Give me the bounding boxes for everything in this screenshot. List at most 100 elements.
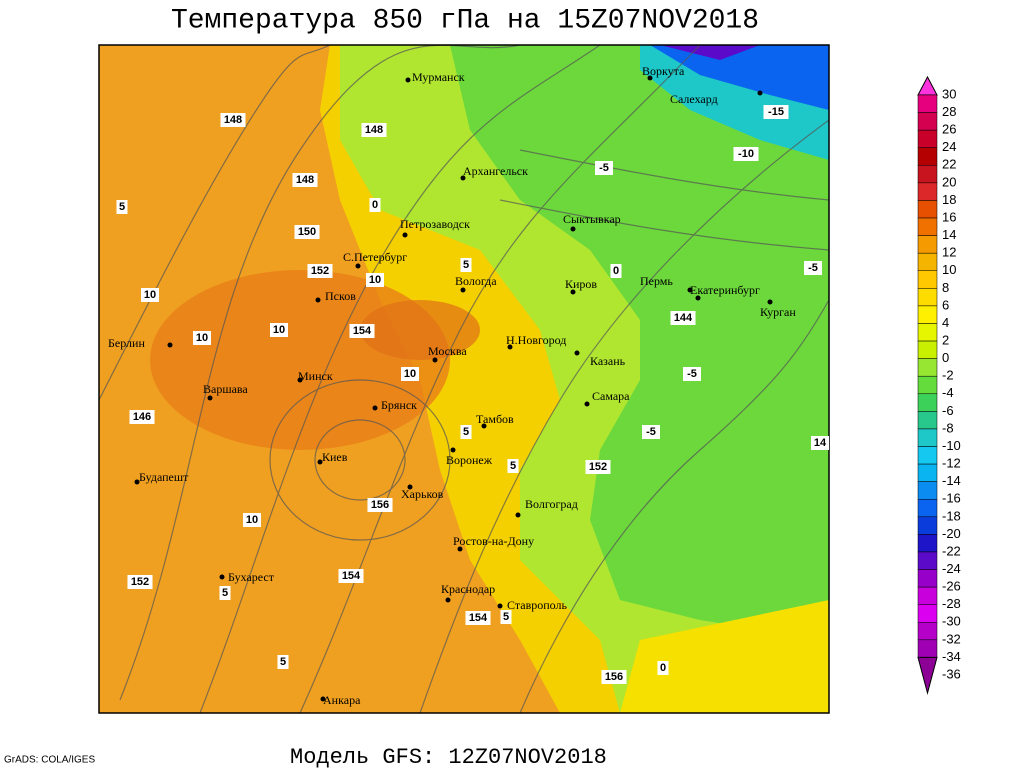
colorbar-box <box>917 182 938 201</box>
colorbar-label: -4 <box>942 385 954 400</box>
colorbar-cap <box>917 656 938 695</box>
credit: GrADS: COLA/IGES <box>4 755 95 766</box>
city-dot <box>405 77 411 83</box>
colorbar-box <box>917 481 938 500</box>
city-dot <box>457 546 463 552</box>
colorbar-label: 22 <box>942 157 956 172</box>
contour-label-box <box>585 460 611 474</box>
city-label: Курган <box>760 305 796 319</box>
map-frame <box>98 44 830 714</box>
colorbar-box <box>917 393 938 412</box>
city-dot <box>507 344 513 350</box>
contour-label-box <box>683 367 701 381</box>
city-dot <box>584 401 590 407</box>
contour-label-box <box>367 498 393 512</box>
city-dot <box>515 512 521 518</box>
city-dot <box>219 574 225 580</box>
colorbar-box <box>917 235 938 254</box>
city-label: Воркута <box>642 64 685 78</box>
contour-label: 5 <box>510 460 516 472</box>
city-dot <box>315 297 321 303</box>
contour-label-box <box>193 331 211 345</box>
colorbar-label: 14 <box>942 227 956 242</box>
city-label: Бухарест <box>228 570 275 584</box>
colorbar-label: -14 <box>942 473 961 488</box>
contour-label-box <box>307 264 333 278</box>
colorbar: 302826242220181614121086420-2-4-6-8-10-1… <box>917 75 961 695</box>
contour-label: 154 <box>353 325 372 337</box>
contour-label-box <box>127 575 153 589</box>
colorbar-box <box>917 112 938 131</box>
contour-label: 10 <box>369 274 381 286</box>
colorbar-label: 20 <box>942 174 956 189</box>
city-dot <box>402 232 408 238</box>
contour-label: 10 <box>404 368 416 380</box>
city-label: Харьков <box>401 487 444 501</box>
city-label: Самара <box>592 389 630 403</box>
colorbar-label: -10 <box>942 438 961 453</box>
colorbar-box <box>917 375 938 395</box>
city-label: Тамбов <box>476 412 514 426</box>
colorbar-label: 26 <box>942 122 956 137</box>
colorbar-box <box>917 463 938 482</box>
contour-label-box <box>460 258 472 272</box>
city-dot <box>432 357 438 363</box>
city-dot <box>445 597 451 603</box>
contour-label-box <box>595 161 613 175</box>
contour-label: -5 <box>646 426 656 438</box>
city-label: Киев <box>322 450 348 464</box>
city-dot <box>460 287 466 293</box>
contour-label: 156 <box>605 671 623 683</box>
contour-label-box <box>349 324 375 338</box>
colorbar-box <box>917 358 938 377</box>
city-label: Петрозаводск <box>400 217 470 231</box>
contour-label-box <box>219 586 231 600</box>
colorbar-cap <box>917 75 938 96</box>
colorbar-label: -2 <box>942 368 954 383</box>
colorbar-box <box>917 551 938 570</box>
colorbar-label: 28 <box>942 104 956 119</box>
contour-label: 0 <box>660 662 666 674</box>
colorbar-label: 0 <box>942 350 949 365</box>
colorbar-box <box>917 586 938 605</box>
contour-label: 5 <box>463 426 469 438</box>
city-dot <box>647 75 653 81</box>
contour-label-box <box>500 610 512 624</box>
contour-label: 10 <box>246 514 258 526</box>
contour-label-box <box>657 661 669 675</box>
contour-label: 5 <box>280 656 286 668</box>
city-dot <box>297 377 303 383</box>
city-dot <box>570 226 576 232</box>
contour-label-box <box>733 147 759 161</box>
city-dot <box>355 263 361 269</box>
contour-label-box <box>294 225 320 239</box>
contour-label-box <box>361 123 387 137</box>
contour-label-box <box>763 105 789 119</box>
contour-label-box <box>507 459 519 473</box>
title: Температура 850 гПа на 15Z07NOV2018 <box>171 5 759 36</box>
city-dot <box>695 295 701 301</box>
colorbar-box <box>917 288 938 307</box>
contour-label-box <box>811 436 829 450</box>
colorbar-box <box>917 498 938 518</box>
city-label: Казань <box>590 354 626 368</box>
colorbar-box <box>917 270 938 289</box>
city-dot <box>460 175 466 181</box>
city-dot <box>317 459 323 465</box>
colorbar-label: 24 <box>942 139 956 154</box>
city-label: Ростов-на-Дону <box>453 534 534 548</box>
contour-label-box <box>243 513 261 527</box>
contour-label: -5 <box>808 262 818 274</box>
contour-label: 0 <box>372 199 378 211</box>
contour-label-box <box>460 425 472 439</box>
city-dot <box>167 342 173 348</box>
colorbar-box <box>917 129 938 148</box>
colorbar-box <box>917 516 938 535</box>
city-label: Н.Новгород <box>506 333 566 347</box>
contour-label: 148 <box>224 114 242 126</box>
city-label: С.Петербург <box>343 250 407 264</box>
colorbar-box <box>917 446 938 465</box>
city-dot <box>207 395 213 401</box>
contour-label: 154 <box>342 570 361 582</box>
city-label: Салехард <box>670 92 718 106</box>
